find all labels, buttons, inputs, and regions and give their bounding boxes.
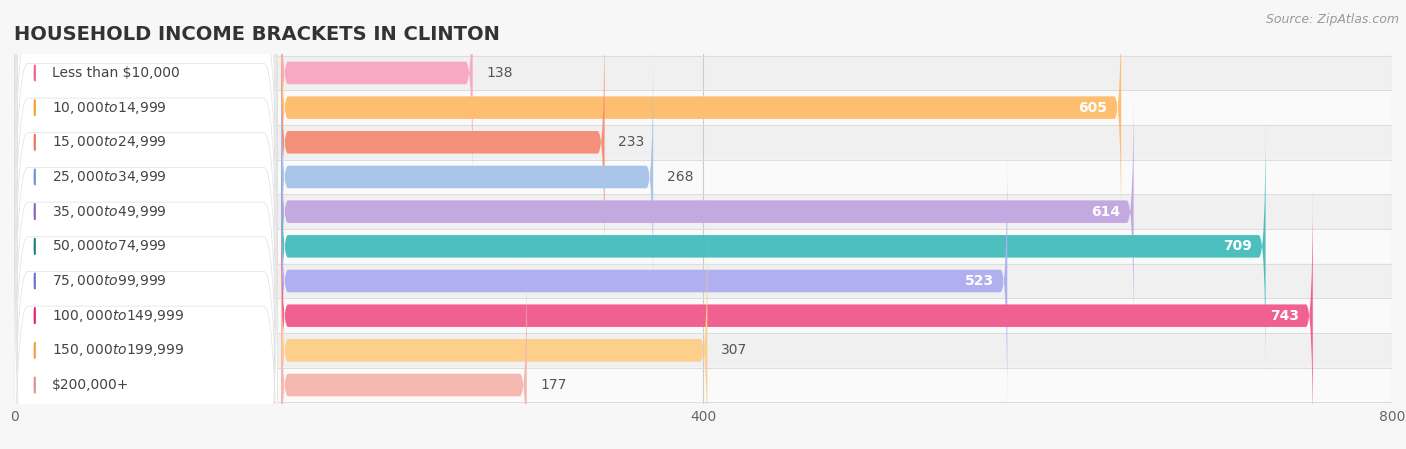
Text: 614: 614 — [1091, 205, 1119, 219]
FancyBboxPatch shape — [14, 0, 277, 341]
FancyBboxPatch shape — [14, 298, 1392, 333]
FancyBboxPatch shape — [14, 13, 277, 410]
FancyBboxPatch shape — [14, 48, 277, 445]
Text: $100,000 to $149,999: $100,000 to $149,999 — [52, 308, 184, 324]
FancyBboxPatch shape — [281, 49, 654, 304]
Text: 709: 709 — [1223, 239, 1251, 253]
Text: Less than $10,000: Less than $10,000 — [52, 66, 180, 80]
FancyBboxPatch shape — [14, 160, 1392, 194]
Text: $75,000 to $99,999: $75,000 to $99,999 — [52, 273, 167, 289]
FancyBboxPatch shape — [281, 0, 1121, 235]
Text: 138: 138 — [486, 66, 513, 80]
Text: $25,000 to $34,999: $25,000 to $34,999 — [52, 169, 167, 185]
FancyBboxPatch shape — [14, 0, 277, 272]
Text: 177: 177 — [540, 378, 567, 392]
FancyBboxPatch shape — [281, 0, 472, 200]
Text: $150,000 to $199,999: $150,000 to $199,999 — [52, 342, 184, 358]
FancyBboxPatch shape — [14, 194, 1392, 229]
Text: 307: 307 — [721, 343, 748, 357]
Text: $10,000 to $14,999: $10,000 to $14,999 — [52, 100, 167, 116]
FancyBboxPatch shape — [281, 84, 1133, 339]
Text: $15,000 to $24,999: $15,000 to $24,999 — [52, 134, 167, 150]
Text: $35,000 to $49,999: $35,000 to $49,999 — [52, 204, 167, 220]
FancyBboxPatch shape — [281, 15, 605, 270]
FancyBboxPatch shape — [14, 117, 277, 449]
FancyBboxPatch shape — [14, 186, 277, 449]
FancyBboxPatch shape — [14, 264, 1392, 298]
FancyBboxPatch shape — [14, 152, 277, 449]
FancyBboxPatch shape — [14, 0, 277, 306]
FancyBboxPatch shape — [14, 333, 1392, 368]
FancyBboxPatch shape — [14, 229, 1392, 264]
FancyBboxPatch shape — [281, 119, 1265, 374]
Text: $200,000+: $200,000+ — [52, 378, 129, 392]
FancyBboxPatch shape — [281, 223, 707, 449]
FancyBboxPatch shape — [14, 90, 1392, 125]
FancyBboxPatch shape — [14, 125, 1392, 160]
FancyBboxPatch shape — [14, 56, 1392, 90]
FancyBboxPatch shape — [281, 258, 527, 449]
FancyBboxPatch shape — [281, 154, 1007, 409]
Text: 523: 523 — [965, 274, 994, 288]
FancyBboxPatch shape — [14, 0, 277, 375]
FancyBboxPatch shape — [281, 188, 1313, 443]
Text: 743: 743 — [1270, 308, 1299, 323]
FancyBboxPatch shape — [14, 83, 277, 449]
Text: 233: 233 — [619, 135, 644, 150]
FancyBboxPatch shape — [14, 368, 1392, 402]
Text: HOUSEHOLD INCOME BRACKETS IN CLINTON: HOUSEHOLD INCOME BRACKETS IN CLINTON — [14, 25, 501, 44]
Text: $50,000 to $74,999: $50,000 to $74,999 — [52, 238, 167, 254]
Text: 268: 268 — [666, 170, 693, 184]
Text: Source: ZipAtlas.com: Source: ZipAtlas.com — [1265, 13, 1399, 26]
Text: 605: 605 — [1078, 101, 1108, 114]
